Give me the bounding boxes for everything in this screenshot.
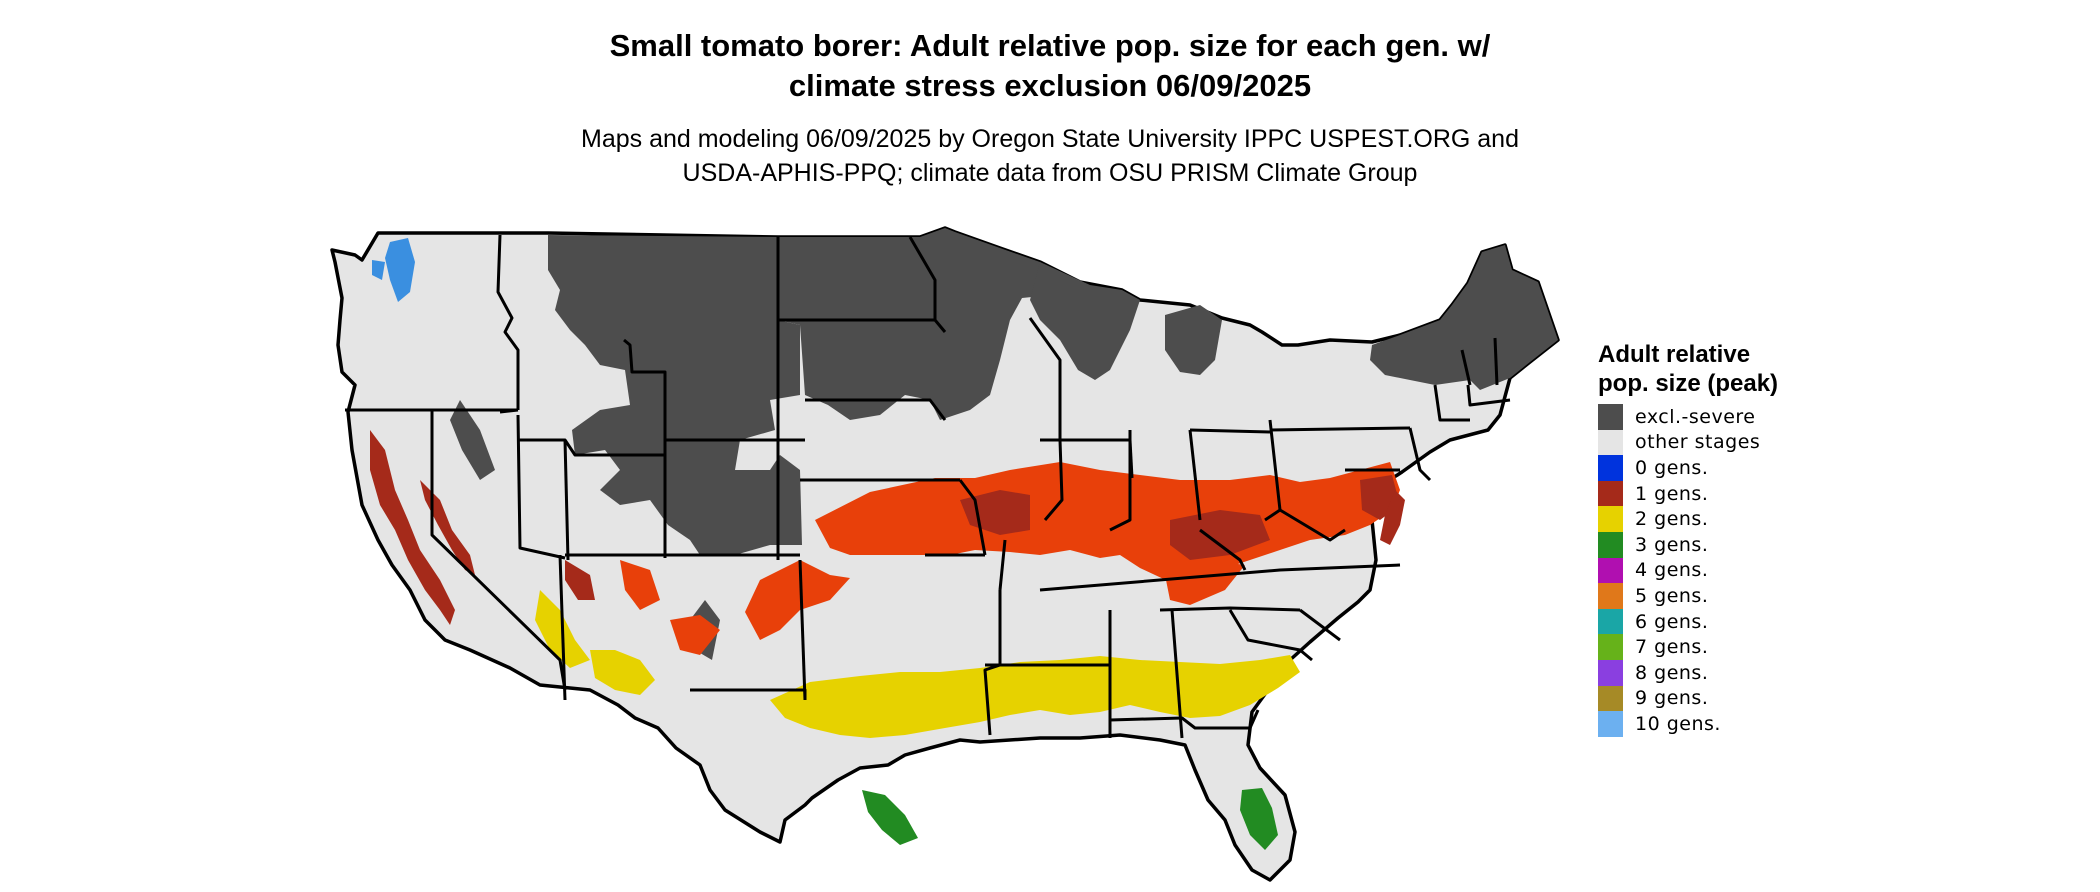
legend-swatch (1598, 685, 1623, 712)
legend-label: 7 gens. (1635, 636, 1709, 659)
legend-title: Adult relative pop. size (peak) (1598, 341, 1779, 397)
ten-gen-regions (372, 238, 415, 302)
legend-swatch (1598, 659, 1623, 686)
legend-swatch (1598, 711, 1623, 737)
legend-item: 6 gens. (1598, 608, 1798, 635)
legend-item: 3 gens. (1598, 531, 1798, 558)
legend-swatch (1598, 557, 1623, 584)
legend-swatch (1598, 506, 1623, 532)
legend-swatch (1598, 583, 1623, 609)
legend-item: 5 gens. (1598, 583, 1798, 609)
legend-label: 6 gens. (1635, 610, 1709, 633)
legend-label: 4 gens. (1635, 559, 1709, 582)
legend-item: 10 gens. (1598, 711, 1798, 737)
legend-item: excl.-severe (1598, 404, 1798, 430)
map-subtitle: Maps and modeling 06/09/2025 by Oregon S… (0, 122, 2100, 190)
one-gen-regions (370, 430, 1405, 655)
legend-label: 5 gens. (1635, 584, 1709, 607)
legend-item: 1 gens. (1598, 480, 1798, 507)
legend-item: 0 gens. (1598, 455, 1798, 481)
state-boundaries (345, 234, 1511, 739)
legend-label: 10 gens. (1635, 712, 1721, 735)
legend-item: 4 gens. (1598, 557, 1798, 584)
three-gen-regions (862, 788, 1278, 850)
subtitle-line-1: Maps and modeling 06/09/2025 by Oregon S… (581, 125, 1519, 153)
legend-label: 9 gens. (1635, 687, 1709, 710)
legend-item: 2 gens. (1598, 506, 1798, 532)
title-line-1: Small tomato borer: Adult relative pop. … (609, 28, 1491, 63)
legend-swatch (1598, 531, 1623, 558)
legend-label: 3 gens. (1635, 533, 1709, 556)
legend-swatch (1598, 455, 1623, 481)
map-title: Small tomato borer: Adult relative pop. … (0, 26, 2100, 106)
title-line-2: climate stress exclusion 06/09/2025 (788, 68, 1312, 103)
legend-label: excl.-severe (1635, 405, 1756, 428)
legend-label: 1 gens. (1635, 482, 1709, 505)
legend-swatch (1598, 634, 1623, 660)
legend-label: 2 gens. (1635, 508, 1709, 531)
legend-swatch (1598, 480, 1623, 507)
legend-label: 8 gens. (1635, 661, 1709, 684)
legend-items: excl.-severe other stages 0 gens. 1 gens. 2 … (1598, 404, 1798, 737)
legend-swatch (1598, 608, 1623, 635)
legend-item: 8 gens. (1598, 659, 1798, 686)
subtitle-line-2: USDA-APHIS-PPQ; climate data from OSU PR… (682, 159, 1418, 187)
legend-label: 0 gens. (1635, 456, 1709, 479)
legend-item: 7 gens. (1598, 634, 1798, 660)
legend-label: other stages (1635, 431, 1761, 454)
legend-swatch (1598, 429, 1623, 456)
legend-swatch (1598, 404, 1623, 430)
legend-item: other stages (1598, 429, 1798, 456)
legend-item: 9 gens. (1598, 685, 1798, 712)
legend: Adult relative pop. size (peak) excl.-se… (1598, 340, 1798, 737)
